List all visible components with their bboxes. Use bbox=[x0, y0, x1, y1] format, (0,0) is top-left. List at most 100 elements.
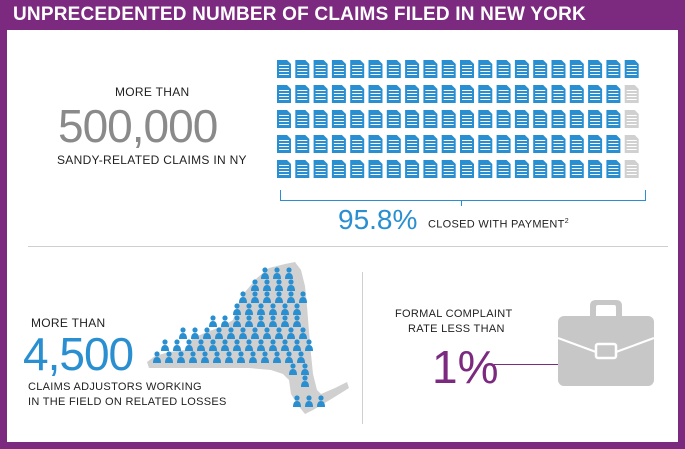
person-icon bbox=[281, 339, 289, 351]
document-icon bbox=[478, 110, 493, 128]
document-icon bbox=[331, 60, 346, 78]
document-icon bbox=[569, 110, 584, 128]
new-york-map-icon bbox=[147, 262, 349, 414]
briefcase-handle bbox=[590, 300, 622, 316]
closed-footnote: 2 bbox=[564, 218, 569, 225]
person-icon bbox=[221, 339, 229, 351]
document-icon bbox=[460, 85, 474, 103]
page-title: UNPRECEDENTED NUMBER OF CLAIMS FILED IN … bbox=[13, 4, 586, 25]
document-icon bbox=[277, 160, 291, 178]
document-icon bbox=[386, 60, 401, 78]
document-icon bbox=[386, 85, 401, 103]
document-icon bbox=[624, 135, 639, 153]
document-icon bbox=[405, 85, 420, 103]
document-icon bbox=[551, 160, 566, 178]
document-icon bbox=[386, 135, 401, 153]
closed-percentage: 95.8% bbox=[338, 204, 418, 235]
person-icon bbox=[179, 327, 187, 339]
claims-number: 500,000 bbox=[58, 100, 218, 152]
person-icon bbox=[233, 315, 241, 327]
person-icon bbox=[257, 339, 265, 351]
document-icon bbox=[606, 135, 621, 153]
person-icon bbox=[275, 279, 283, 291]
document-icon bbox=[551, 135, 566, 153]
person-icon bbox=[221, 315, 229, 327]
document-icon bbox=[606, 160, 621, 178]
document-icon bbox=[423, 160, 438, 178]
person-icon bbox=[263, 291, 271, 303]
person-icon bbox=[189, 351, 197, 363]
closed-label: CLOSED WITH PAYMENT2 bbox=[428, 218, 569, 231]
document-icon bbox=[514, 60, 529, 78]
complaints-label-line2: RATE LESS THAN bbox=[408, 323, 505, 335]
briefcase-flap bbox=[557, 337, 655, 353]
person-icon bbox=[209, 339, 217, 351]
document-icon bbox=[405, 110, 420, 128]
document-icon bbox=[441, 85, 456, 103]
person-icon bbox=[261, 351, 269, 363]
document-icon bbox=[533, 110, 548, 128]
adjustors-number: 4,500 bbox=[23, 328, 134, 380]
document-icon bbox=[277, 85, 291, 103]
person-icon bbox=[285, 267, 293, 279]
briefcase-body bbox=[558, 316, 654, 386]
document-icon bbox=[368, 135, 383, 153]
document-icon bbox=[551, 60, 566, 78]
person-icon bbox=[251, 327, 259, 339]
person-icon bbox=[165, 351, 173, 363]
document-icon bbox=[569, 135, 584, 153]
document-icon bbox=[588, 60, 603, 78]
person-icon bbox=[201, 351, 209, 363]
grid-bracket bbox=[280, 190, 646, 201]
person-icon-group bbox=[153, 267, 325, 407]
person-icon bbox=[293, 395, 301, 407]
person-icon bbox=[269, 303, 277, 315]
document-icon bbox=[405, 160, 420, 178]
document-icon bbox=[386, 160, 401, 178]
person-icon bbox=[203, 327, 211, 339]
document-grid bbox=[277, 60, 647, 190]
document-icon bbox=[350, 160, 365, 178]
document-icon bbox=[331, 135, 346, 153]
document-icon bbox=[478, 135, 493, 153]
document-icon-grid bbox=[277, 60, 639, 178]
person-icon bbox=[245, 315, 253, 327]
document-icon bbox=[496, 135, 511, 153]
closed-label-text: CLOSED WITH PAYMENT bbox=[428, 218, 565, 231]
document-icon bbox=[295, 60, 310, 78]
person-icon bbox=[305, 339, 313, 351]
person-icon bbox=[269, 315, 277, 327]
document-icon bbox=[423, 60, 438, 78]
document-icon bbox=[624, 60, 639, 78]
document-icon bbox=[405, 135, 420, 153]
document-icon bbox=[313, 85, 328, 103]
person-icon bbox=[237, 351, 245, 363]
person-icon bbox=[249, 351, 257, 363]
document-icon bbox=[460, 110, 474, 128]
person-icon bbox=[301, 375, 309, 387]
document-icon bbox=[478, 85, 493, 103]
document-icon bbox=[441, 60, 456, 78]
document-icon bbox=[569, 85, 584, 103]
person-icon bbox=[299, 291, 307, 303]
document-icon bbox=[514, 85, 529, 103]
person-icon bbox=[289, 363, 297, 375]
document-icon bbox=[350, 85, 365, 103]
person-icon bbox=[197, 339, 205, 351]
person-icon bbox=[215, 327, 223, 339]
person-icon bbox=[227, 327, 235, 339]
person-icon bbox=[299, 327, 307, 339]
person-icon bbox=[293, 339, 301, 351]
claims-prefix: MORE THAN bbox=[115, 85, 190, 99]
person-icon bbox=[153, 351, 161, 363]
grid-bracket-tick bbox=[461, 200, 462, 206]
document-icon bbox=[368, 60, 383, 78]
document-icon bbox=[313, 60, 328, 78]
person-icon bbox=[251, 291, 259, 303]
complaint-rate: 1% bbox=[432, 341, 499, 393]
document-icon bbox=[514, 110, 529, 128]
document-icon bbox=[277, 60, 291, 78]
person-icon bbox=[269, 339, 277, 351]
person-icon bbox=[209, 315, 217, 327]
briefcase-icon bbox=[557, 300, 655, 386]
